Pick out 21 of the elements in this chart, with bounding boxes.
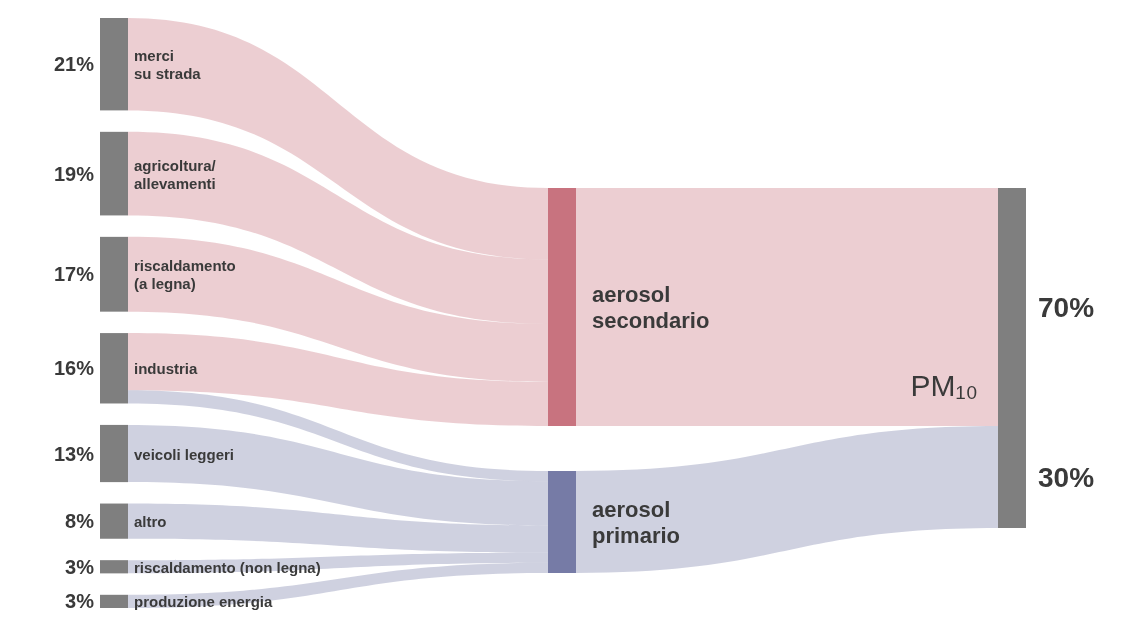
data-label: 8% (65, 510, 95, 533)
category-label: riscaldamento (a legna) (134, 256, 236, 292)
category-label: riscaldamento (non legna) (134, 558, 321, 576)
data-label: 70% (1038, 291, 1095, 323)
data-label: 21% (53, 53, 95, 76)
category-label: industria (134, 359, 198, 377)
data-label: 3% (65, 555, 95, 578)
data-label: 19% (53, 162, 95, 185)
data-label: 17% (53, 263, 95, 286)
data-label: 3% (65, 590, 95, 613)
category-label: aerosol primario (592, 496, 681, 548)
category-label: produzione energia (134, 592, 273, 610)
category-label: veicoli leggeri (134, 445, 235, 463)
category-label: aerosol secondario (592, 281, 710, 333)
data-label: 13% (53, 442, 95, 465)
category-label: altro (134, 512, 167, 530)
data-label: 16% (53, 357, 95, 380)
category-label: merci su strada (134, 46, 202, 82)
data-label: 30% (1038, 461, 1095, 493)
text: PM₁₀ (910, 368, 978, 402)
category-label: agricoltura/ allevamenti (134, 156, 217, 192)
